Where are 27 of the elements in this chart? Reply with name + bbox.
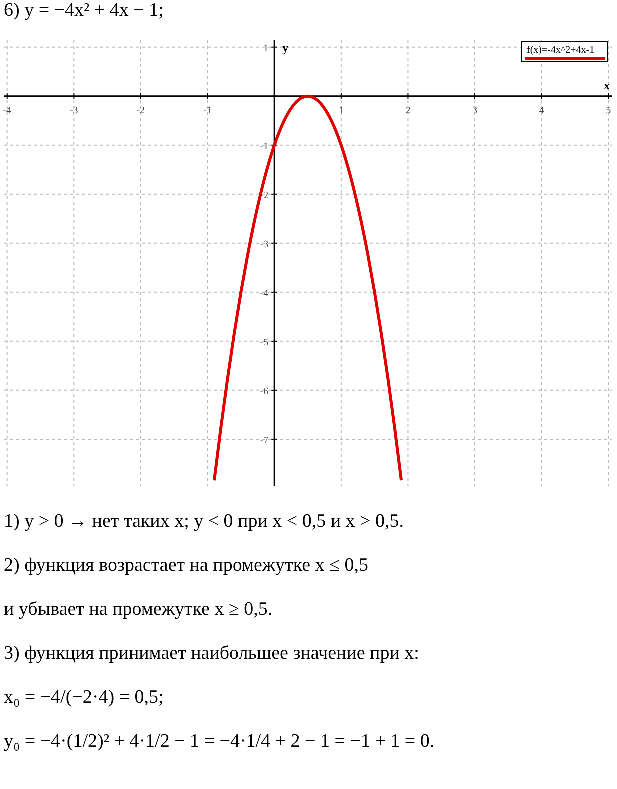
x-tick-label: -2 <box>136 105 146 116</box>
y-tick-label: -4 <box>260 288 269 300</box>
text: x₀ = −4/(−2·4) = 0,5; <box>4 686 165 710</box>
y-tick-label: -5 <box>260 337 269 348</box>
text: 1) y > 0 → нет таких x; y < 0 при x < 0,5 и x > 0,5. <box>4 510 405 534</box>
x-tick-label: 4 <box>539 105 544 116</box>
x-axis-title: x <box>604 78 610 92</box>
text: 3) функция принимает наибольшее значение при x: <box>4 642 420 666</box>
line-series <box>212 94 404 482</box>
y-tick-label: -6 <box>260 386 269 398</box>
y-tick-label: -3 <box>260 239 269 250</box>
x-tick-label: 2 <box>406 105 411 116</box>
x-tick-label: -1 <box>204 105 212 116</box>
x-tick-label: 3 <box>472 105 478 116</box>
y-tick-label: -7 <box>260 435 269 446</box>
y-tick-label: -1 <box>260 141 269 152</box>
x-tick-label: -3 <box>70 105 78 116</box>
y-tick-label: 1 <box>264 43 269 54</box>
text: f(x)=-4x^2+4x-1 <box>527 45 595 56</box>
x-tick-label: 1 <box>338 105 344 116</box>
text: 2) функция возрастает на промежутке x ≤ 0,5 <box>4 554 370 578</box>
text: и убывает на промежутке x ≥ 0,5. <box>4 598 274 622</box>
x-tick-label: 5 <box>606 105 612 116</box>
y-axis-title: y <box>282 41 289 55</box>
chart-title: 6) y = −4x² + 4x − 1; <box>4 0 164 22</box>
x-tick-label: -4 <box>3 105 12 116</box>
text: y₀ = −4·(1/2)² + 4·1/2 − 1 = −4·1/4 + 2 − 1 = −1 + 1 = 0. <box>4 730 436 754</box>
